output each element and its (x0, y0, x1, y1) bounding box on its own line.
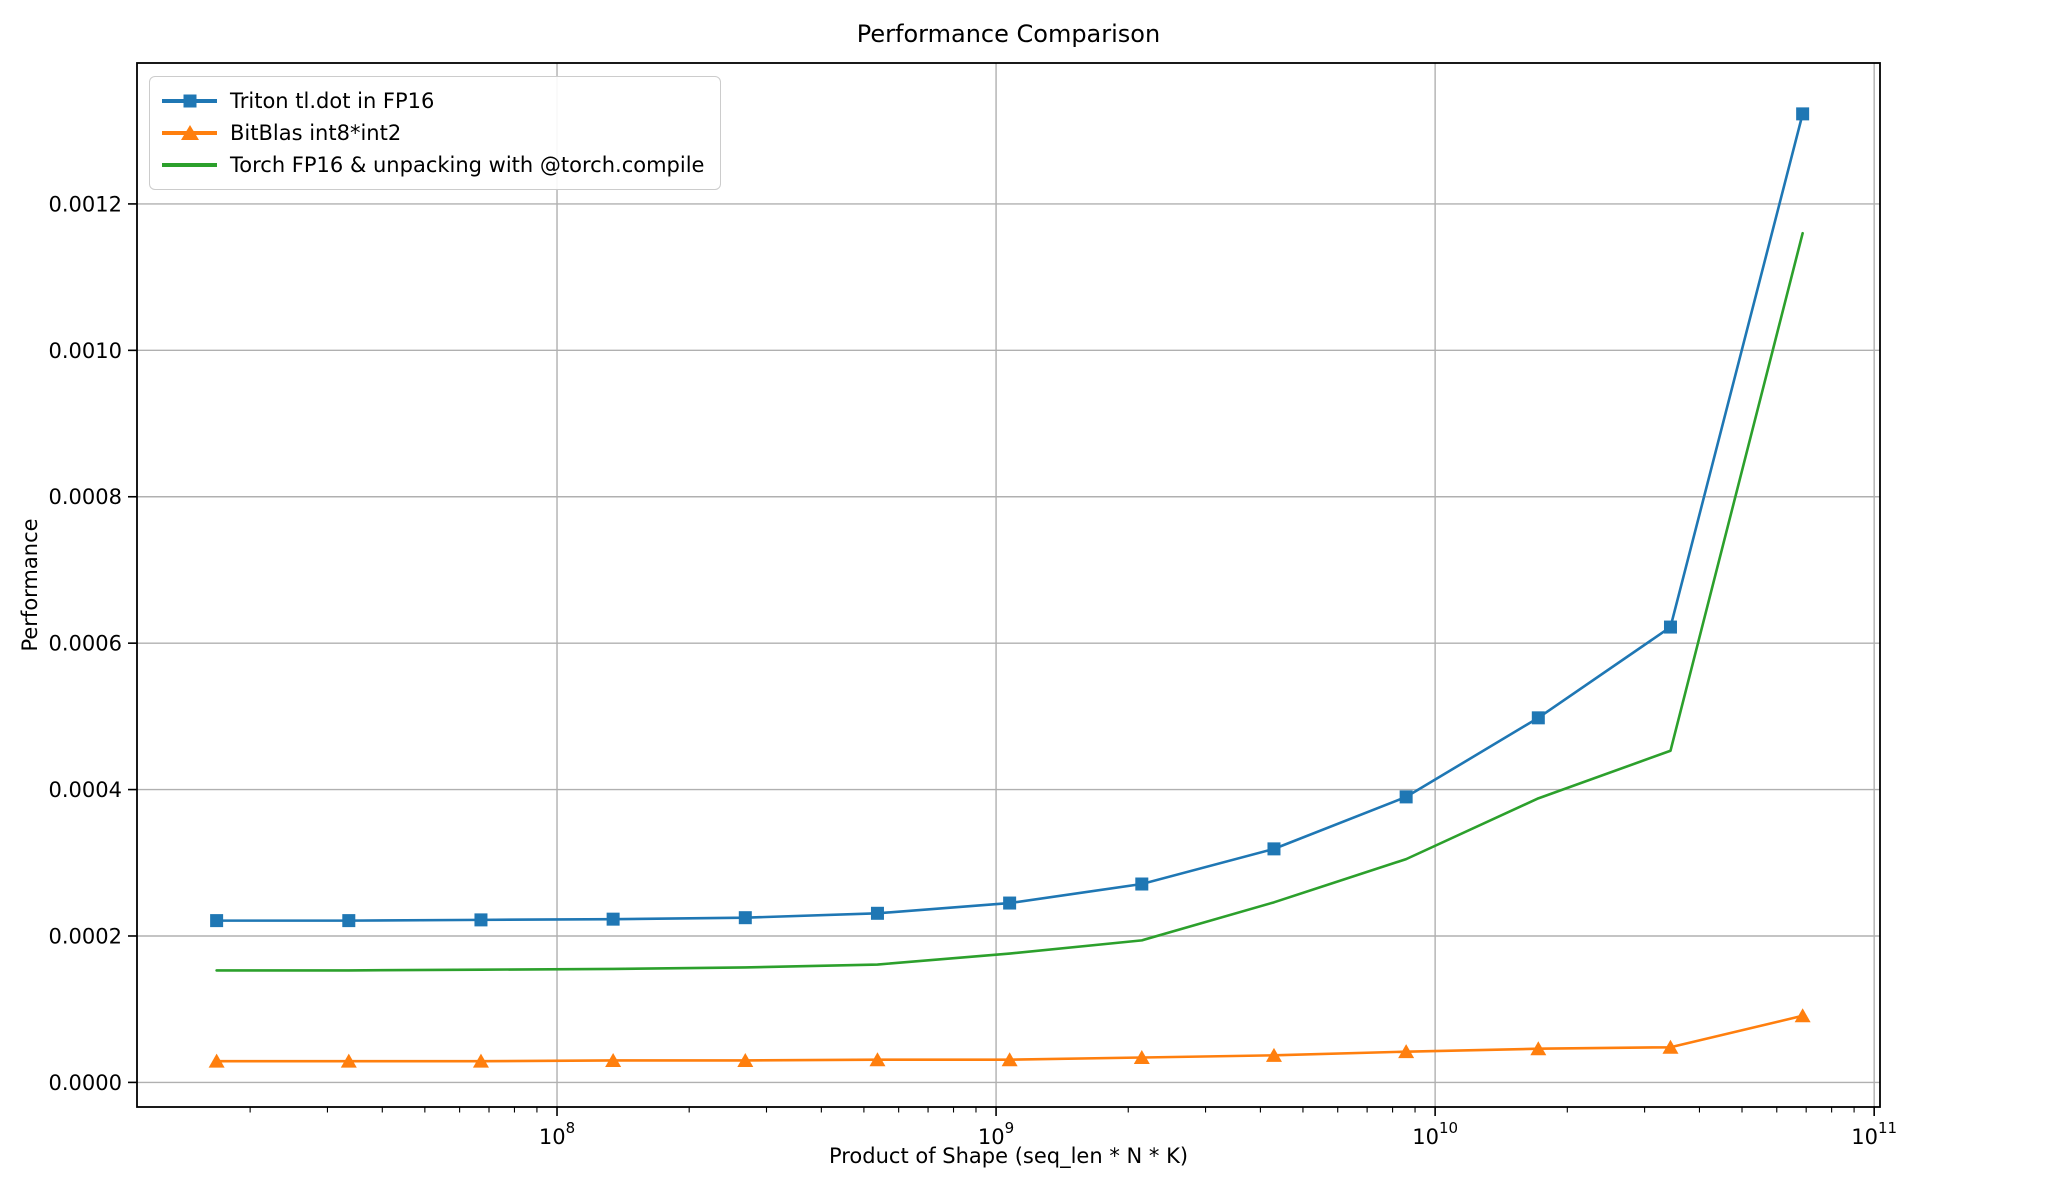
data-point-triangle (1662, 1039, 1679, 1054)
bitblas-line-sample (162, 123, 217, 143)
triton-line-sample (162, 91, 217, 111)
data-point-square (342, 914, 356, 928)
legend-item-label: BitBlas int8*int2 (230, 120, 402, 145)
y-tick-label: 0.0006 (49, 632, 122, 656)
triangle-marker-icon (180, 125, 199, 141)
data-point-square (1267, 842, 1281, 856)
data-point-square (1135, 877, 1149, 891)
data-point-triangle (208, 1053, 225, 1068)
data-point-square (1003, 896, 1017, 910)
x-axis-label: Product of Shape (seq_len * N * K) (828, 1144, 1189, 1168)
data-point-triangle (869, 1052, 886, 1067)
y-tick-label: 0.0002 (49, 924, 122, 948)
data-point-triangle (737, 1052, 754, 1067)
series-line-0 (215, 112, 1804, 922)
data-point-square (474, 913, 488, 927)
data-point-square (210, 914, 224, 928)
legend-item-torch: Torch FP16 & unpacking with @torch.compi… (162, 150, 704, 180)
data-point-triangle (1265, 1047, 1282, 1062)
y-axis-label: Performance (18, 518, 42, 652)
chart-title: Performance Comparison (856, 20, 1161, 48)
legend: Triton tl.dot in FP16 BitBlas int8*int2 … (149, 76, 722, 190)
data-point-square (1663, 620, 1677, 634)
data-point-triangle (1530, 1041, 1547, 1056)
data-point-triangle (1398, 1044, 1415, 1059)
green-line-icon (162, 163, 217, 167)
y-tick-label: 0.0010 (49, 339, 122, 363)
y-tick-label: 0.0008 (49, 485, 122, 509)
data-point-square (1796, 107, 1810, 121)
data-point-triangle (1794, 1008, 1811, 1023)
data-point-triangle (472, 1053, 489, 1068)
data-point-square (870, 906, 884, 920)
data-point-square (1399, 790, 1413, 804)
y-tick-label: 0.0012 (49, 192, 122, 216)
series-line-2 (215, 231, 1804, 972)
square-marker-icon (183, 94, 196, 108)
data-point-triangle (1001, 1052, 1018, 1067)
data-point-triangle (605, 1052, 622, 1067)
data-point-square (1531, 711, 1545, 725)
y-tick-label: 0.0000 (49, 1071, 122, 1095)
data-point-triangle (340, 1053, 357, 1068)
torch-line-sample (162, 155, 217, 175)
axes-frame (136, 62, 1881, 1108)
legend-item-label: Triton tl.dot in FP16 (230, 88, 435, 113)
data-point-square (606, 912, 620, 926)
legend-item-bitblas: BitBlas int8*int2 (162, 118, 704, 148)
data-point-square (738, 911, 752, 925)
data-point-triangle (1133, 1050, 1150, 1065)
legend-item-triton: Triton tl.dot in FP16 (162, 86, 704, 116)
legend-item-label: Torch FP16 & unpacking with @torch.compi… (230, 152, 705, 177)
y-tick-label: 0.0004 (49, 778, 122, 802)
